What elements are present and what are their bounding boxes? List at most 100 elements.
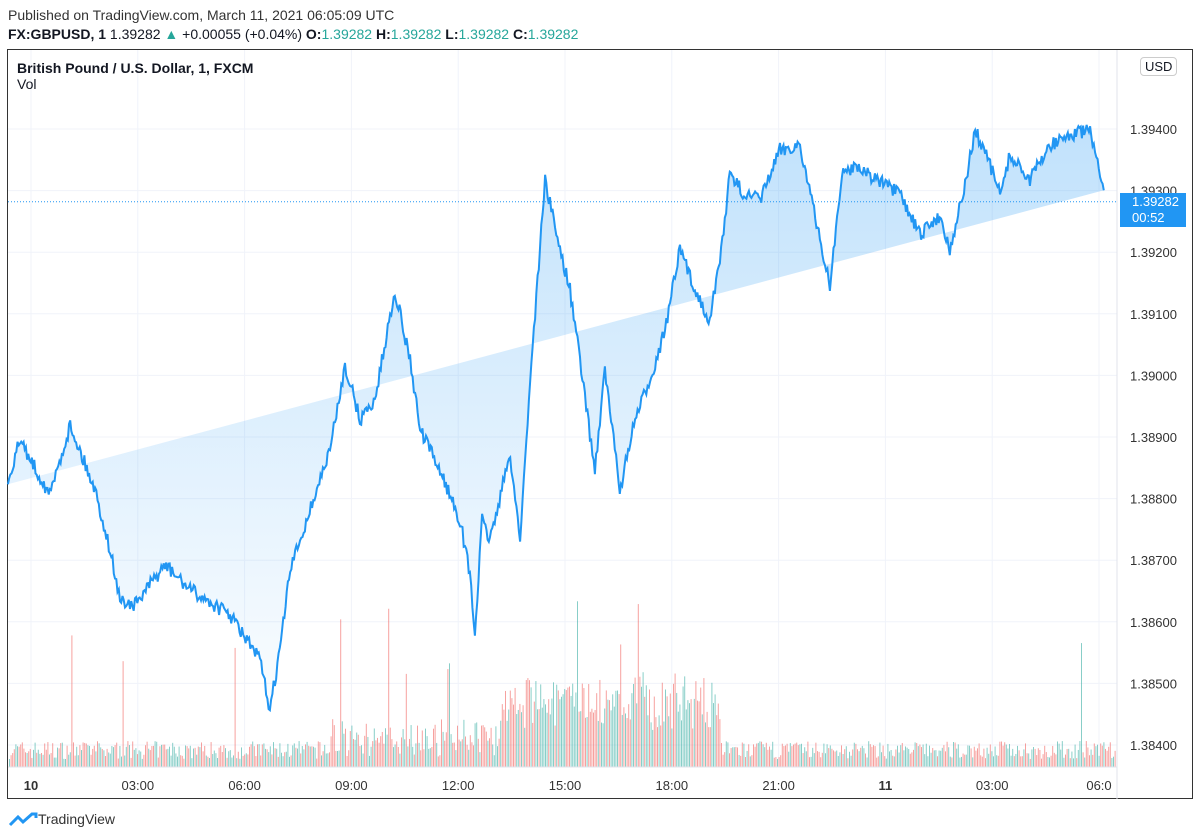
volume-bar — [383, 743, 385, 767]
volume-bar — [98, 743, 100, 767]
volume-bar — [797, 745, 799, 767]
volume-bar — [1020, 756, 1022, 767]
volume-bar — [391, 739, 393, 767]
volume-bar — [751, 755, 753, 767]
volume-bar — [1049, 757, 1050, 767]
y-tick-label: 1.38500 — [1130, 676, 1177, 691]
volume-bar — [148, 748, 150, 767]
volume-bar — [593, 712, 594, 767]
volume-bar — [889, 751, 890, 767]
volume-bar — [413, 754, 415, 767]
volume-bar — [44, 743, 46, 767]
volume-bar — [233, 755, 234, 767]
published-note: Published on TradingView.com, March 11, … — [8, 7, 395, 23]
x-tick-label: 15:00 — [549, 778, 582, 793]
volume-bar — [882, 745, 884, 767]
volume-bar — [916, 742, 918, 767]
volume-bar — [369, 755, 370, 767]
volume-bar — [874, 746, 876, 767]
volume-bar — [796, 742, 798, 767]
volume-bar — [45, 749, 47, 767]
volume-bar — [775, 757, 777, 767]
volume-bar — [389, 727, 391, 767]
volume-bar — [527, 678, 529, 767]
volume-bar — [732, 747, 734, 767]
volume-bar — [482, 725, 484, 767]
volume-bar — [609, 700, 610, 767]
volume-bar — [892, 755, 894, 767]
volume-bar — [650, 722, 652, 767]
volume-bar — [783, 746, 785, 767]
x-tick-label: 06:0 — [1086, 778, 1111, 793]
volume-bar — [741, 742, 743, 767]
volume-bar — [770, 749, 772, 767]
volume-bar — [626, 718, 628, 767]
y-tick-label: 1.39000 — [1130, 368, 1177, 383]
volume-bar — [652, 729, 654, 767]
volume-bar — [106, 748, 108, 767]
volume-bar — [580, 711, 582, 767]
volume-bar — [111, 745, 113, 767]
volume-bar — [1002, 745, 1004, 767]
footer-brand[interactable]: TradingView — [38, 811, 116, 827]
volume-bar — [930, 752, 932, 767]
volume-bar — [596, 693, 598, 767]
volume-bar — [679, 704, 681, 767]
volume-bar — [223, 745, 225, 767]
volume-bar — [449, 663, 450, 767]
volume-bar — [125, 746, 127, 767]
volume-bar — [972, 757, 974, 767]
volume-bar — [869, 744, 871, 767]
volume-bar — [1079, 741, 1081, 767]
volume-bar — [380, 736, 382, 767]
volume-bar — [818, 751, 820, 767]
volume-bar — [242, 755, 244, 767]
volume-bar — [629, 719, 631, 767]
volume-bar — [500, 720, 502, 767]
volume-bar — [349, 731, 351, 767]
volume-bar — [73, 742, 74, 767]
volume-bar — [314, 747, 316, 767]
volume-bar — [996, 755, 998, 767]
volume-bar — [1105, 748, 1106, 767]
volume-bar — [105, 756, 106, 767]
volume-bar — [207, 756, 209, 767]
volume-bar — [175, 753, 177, 767]
volume-bar — [140, 751, 142, 767]
volume-bar — [20, 744, 22, 767]
last-price-tag: 1.39282 00:52 — [1120, 193, 1186, 227]
volume-bar — [1098, 755, 1100, 767]
volume-bar — [1005, 744, 1007, 767]
volume-bar — [873, 745, 874, 767]
volume-bar — [794, 743, 796, 767]
volume-bar — [761, 741, 762, 767]
volume-bar — [900, 745, 902, 767]
volume-bar — [93, 745, 95, 767]
volume-bar — [828, 748, 830, 767]
volume-bar — [103, 750, 105, 767]
volume-bar — [866, 757, 868, 767]
volume-bar — [186, 746, 188, 767]
y-tick-label: 1.38400 — [1130, 738, 1177, 753]
volume-bar — [245, 753, 247, 767]
volume-bar — [965, 754, 967, 767]
volume-bar — [777, 758, 778, 767]
volume-bar — [804, 747, 806, 767]
chart-frame[interactable] — [7, 49, 1193, 799]
volume-bar — [321, 755, 322, 767]
currency-button[interactable]: USD — [1140, 57, 1178, 76]
volume-bar — [372, 741, 374, 767]
volume-bar — [124, 755, 126, 767]
volume-bar — [621, 714, 623, 767]
volume-bar — [289, 756, 290, 767]
volume-bar — [1055, 754, 1057, 767]
volume-bar — [687, 700, 689, 767]
volume-bar — [301, 745, 303, 767]
volume-bar — [975, 750, 977, 767]
volume-bar — [9, 758, 10, 767]
volume-bar — [845, 746, 847, 767]
volume-bar — [711, 682, 713, 767]
volume-bar — [850, 755, 852, 767]
volume-bar — [332, 719, 334, 767]
